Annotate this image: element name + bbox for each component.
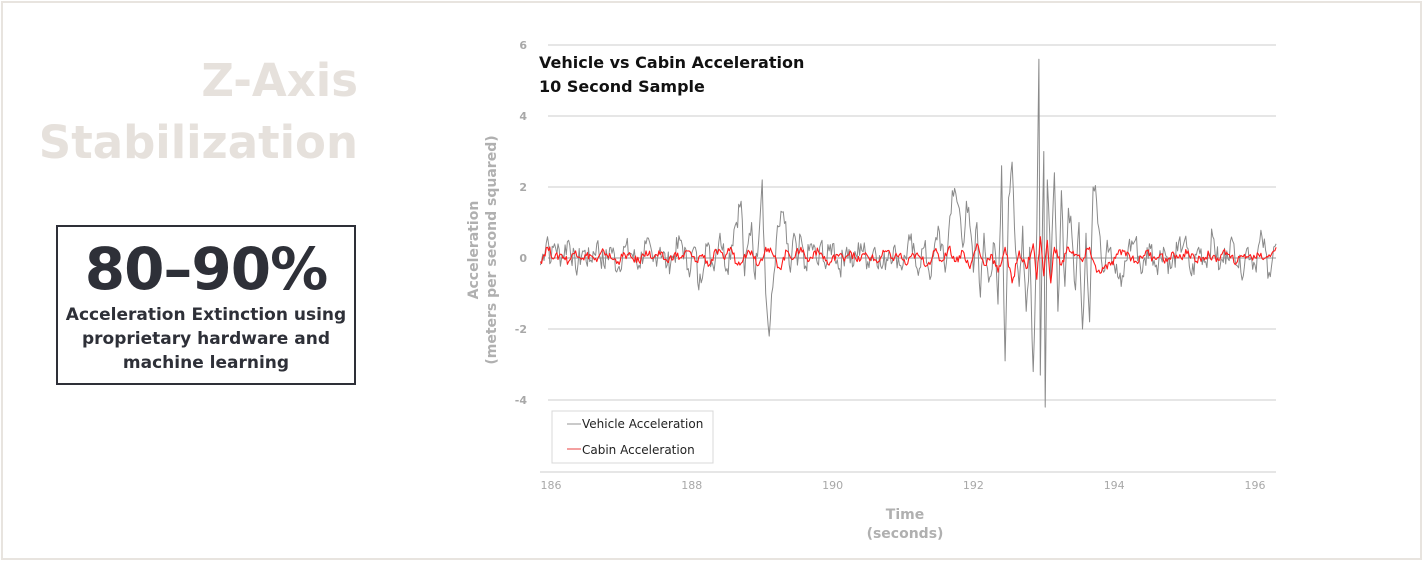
grid-lines — [540, 44, 1276, 473]
legend-box — [551, 410, 714, 464]
y-tick-label: -4 — [515, 394, 528, 407]
y-tick-label: 0 — [519, 252, 527, 265]
x-tick-label: 196 — [1245, 479, 1266, 492]
legend-label-vehicle: Vehicle Acceleration — [582, 417, 703, 431]
slide-headline: Z-Axis Stabilization — [39, 50, 358, 174]
series-lines — [539, 58, 1277, 408]
y-tick-labels: 6 4 2 0 -2 -4 — [515, 39, 528, 407]
y-tick-label: -2 — [515, 323, 527, 336]
y-tick-label: 4 — [519, 110, 527, 123]
x-tick-label: 186 — [541, 479, 562, 492]
x-tick-label: 192 — [963, 479, 984, 492]
stat-description: Acceleration Extinction using proprietar… — [58, 303, 354, 375]
headline-line-1: Z-Axis — [201, 54, 358, 107]
x-tick-label: 190 — [822, 479, 843, 492]
stat-callout-box: 80–90% Acceleration Extinction using pro… — [56, 225, 356, 385]
y-axis-title: Acceleration — [466, 201, 482, 300]
y-axis-unit: (meters per second squared) — [484, 135, 500, 364]
x-tick-label: 188 — [681, 479, 702, 492]
x-tick-labels: 186 188 190 192 194 196 — [541, 479, 1266, 492]
stat-desc-line-3: machine learning — [122, 353, 290, 373]
stat-desc-line-1: Acceleration Extinction using — [65, 305, 347, 325]
headline-line-2: Stabilization — [38, 116, 358, 169]
y-tick-label: 2 — [519, 181, 527, 194]
x-axis-unit: (seconds) — [867, 526, 944, 542]
x-tick-label: 194 — [1104, 479, 1125, 492]
x-axis-title: Time — [886, 507, 924, 523]
chart-title: Vehicle vs Cabin Acceleration — [539, 53, 804, 72]
stat-value: 80–90% — [84, 235, 329, 303]
series-line-cabin-acceleration — [539, 236, 1277, 284]
y-axis-label: Acceleration (meters per second squared) — [466, 135, 500, 364]
stat-desc-line-2: proprietary hardware and — [81, 329, 330, 349]
chart-subtitle: 10 Second Sample — [539, 77, 705, 96]
y-tick-label: 6 — [519, 39, 527, 52]
legend-label-cabin: Cabin Acceleration — [582, 443, 695, 457]
series-line-vehicle-acceleration — [539, 58, 1277, 408]
legend: Vehicle Acceleration Cabin Acceleration — [551, 410, 714, 464]
